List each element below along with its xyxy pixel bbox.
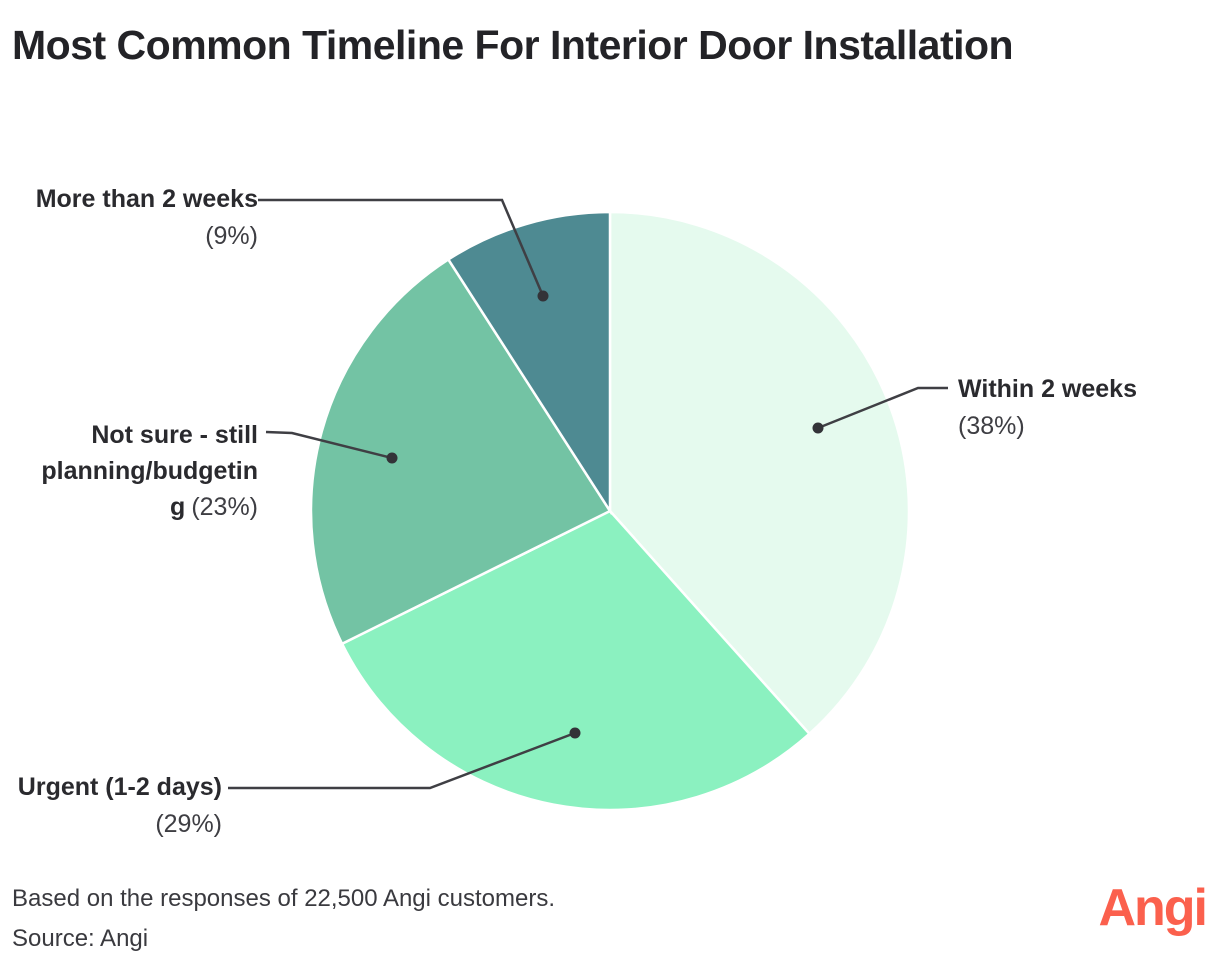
leader-dot-not-sure-still-planning-budgeting — [386, 452, 398, 464]
label-not-sure-still-planning-budgeting: Not sure - still planning/budgetin g (23%… — [41, 417, 258, 525]
label-name-tail: g — [170, 493, 186, 521]
label-pct: (38%) — [958, 412, 1025, 440]
leader-dot-within-2-weeks — [812, 422, 824, 434]
leader-line-not-sure-still-planning-budgeting — [265, 430, 393, 460]
pie-slice-more-than-2-weeks — [446, 210, 612, 516]
label-name-line-3: g (23%) — [41, 489, 258, 525]
leader-dot-more-than-2-weeks — [537, 290, 549, 302]
label-within-2-weeks: Within 2 weeks (38%) — [958, 371, 1137, 445]
label-pct: (29%) — [155, 810, 222, 838]
label-name: Urgent (1-2 days) — [17, 773, 222, 801]
label-pct: (23%) — [191, 493, 258, 521]
pie-slice-urgent-1-2-days — [340, 509, 812, 812]
pie-slice-within-2-weeks — [608, 210, 911, 736]
footer-source: Source: Angi — [12, 925, 149, 952]
label-name: Within 2 weeks — [958, 375, 1137, 403]
footer-note: Based on the responses of 22,500 Angi cu… — [12, 885, 556, 912]
label-name: More than 2 weeks — [35, 185, 258, 213]
pie-slice-not-sure-still-planning-budgeting — [309, 257, 612, 646]
label-urgent-1-2-days: Urgent (1-2 days) (29%) — [18, 769, 222, 843]
label-name-line-1: Not sure - still — [91, 421, 258, 449]
label-more-than-2-weeks: More than 2 weeks (9%) — [36, 181, 258, 255]
page-title: Most Common Timeline For Interior Door I… — [12, 22, 1014, 68]
leader-line-more-than-2-weeks — [258, 198, 545, 297]
angi-logo: Angi — [1098, 879, 1208, 937]
leader-line-urgent-1-2-days — [228, 731, 576, 790]
label-pct: (9%) — [205, 222, 258, 250]
leader-line-within-2-weeks — [817, 386, 948, 430]
leader-dot-urgent-1-2-days — [569, 727, 581, 739]
label-name-line-2: planning/budgetin — [41, 457, 258, 485]
